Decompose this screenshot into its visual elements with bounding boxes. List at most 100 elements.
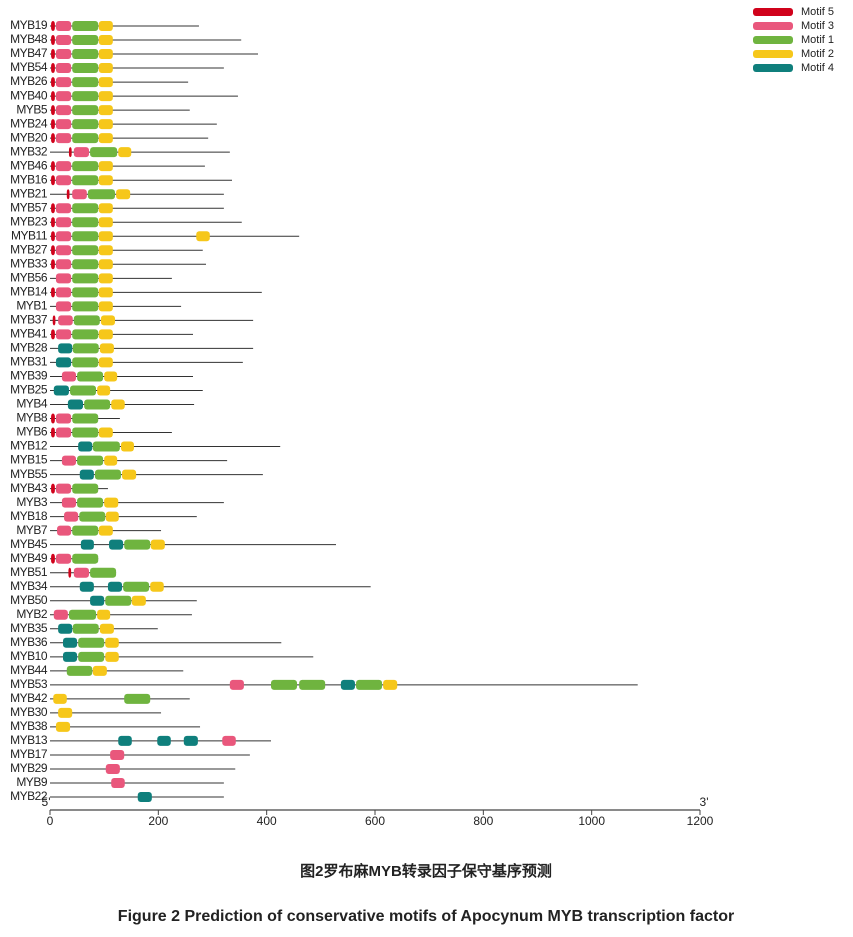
motif-box [77,497,104,508]
motif-box [99,623,114,634]
motif-box [78,637,105,648]
motif-box [109,539,124,550]
motif-box [150,539,165,550]
gene-label: MYB48 [10,32,48,46]
gene-label: MYB28 [10,341,48,355]
gene-label: MYB45 [10,537,48,551]
motif-box [92,665,107,676]
motif-box [105,763,120,774]
motif-box [122,469,137,480]
motif-box [98,245,113,256]
motif-box [68,609,97,620]
gene-label: MYB12 [10,439,48,453]
legend-label: Motif 1 [801,34,834,46]
motif-box [98,273,113,284]
motif-box [51,217,55,228]
motif-box [72,189,87,200]
caption-en: Figure 2 Prediction of conservative moti… [118,908,734,925]
gene-label: MYB40 [10,88,48,102]
motif-box [51,259,55,270]
motif-box [98,91,113,102]
motif-box [72,343,99,354]
motif-box [70,385,97,396]
gene-label: MYB11 [11,228,48,242]
motif-box [55,273,72,284]
motif-box [53,693,67,704]
motif-box [72,301,99,312]
gene-label: MYB49 [10,551,48,565]
legend-label: Motif 3 [801,20,834,32]
legend-swatch [753,22,793,30]
motif-box [72,413,99,424]
motif-box [90,595,105,606]
motif-box [57,525,72,536]
gene-label: MYB16 [10,172,48,186]
motif-box [72,161,99,172]
motif-box [299,679,326,690]
motif-box [72,217,99,228]
motif-box [68,567,72,578]
motif-box [55,91,72,102]
gene-label: MYB9 [16,775,48,789]
motif-box [120,441,134,452]
gene-label: MYB30 [10,705,48,719]
gene-label: MYB32 [10,144,48,158]
motif-box [72,525,99,536]
legend-swatch [753,50,793,58]
motif-box [53,609,68,620]
motif-box [98,357,113,368]
motif-box [51,105,55,116]
gene-label: MYB3 [16,495,48,509]
motif-box [72,259,99,270]
motif-box [90,147,118,158]
motif-box [61,497,76,508]
motif-box [55,483,72,494]
motif-box [92,441,120,452]
motif-box [55,133,72,144]
motif-box [51,133,55,144]
motif-box [55,203,72,214]
motif-box [51,483,55,494]
motif-box [87,189,115,200]
gene-label: MYB20 [10,130,48,144]
legend-label: Motif 5 [801,6,834,18]
motif-box [157,735,171,746]
motif-box [72,427,99,438]
motif-box [98,231,113,242]
motif-box [55,21,72,31]
gene-label: MYB6 [16,425,48,439]
motif-box [111,777,125,788]
motif-box [73,567,89,578]
gene-label: MYB17 [10,747,48,761]
motif-box [52,315,56,326]
motif-box [55,35,72,46]
motif-box [55,63,72,74]
motif-box [104,371,118,382]
caption-cn: 图2罗布麻MYB转录因子保守基序预测 [300,862,552,880]
x-tick-label: 0 [47,814,54,828]
gene-label: MYB56 [10,270,48,284]
motif-box [72,175,99,186]
motif-box [64,511,79,522]
motif-box [51,245,55,256]
motif-box [72,623,99,634]
gene-label: MYB13 [10,733,48,747]
gene-label: MYB31 [10,355,48,369]
gene-label: MYB23 [10,214,48,228]
gene-label: MYB26 [10,74,48,88]
gene-label: MYB33 [10,256,48,270]
gene-label: MYB50 [10,593,48,607]
motif-box [51,21,55,31]
motif-box [100,315,115,326]
start-label: 5' [42,795,51,809]
motif-box [80,539,94,550]
x-tick-label: 400 [257,814,277,828]
motif-box [55,217,72,228]
motif-box [55,49,72,60]
motif-box [107,581,123,592]
gene-label: MYB46 [10,158,48,172]
legend-swatch [753,36,793,44]
motif-box [58,343,73,354]
motif-box [72,483,99,494]
